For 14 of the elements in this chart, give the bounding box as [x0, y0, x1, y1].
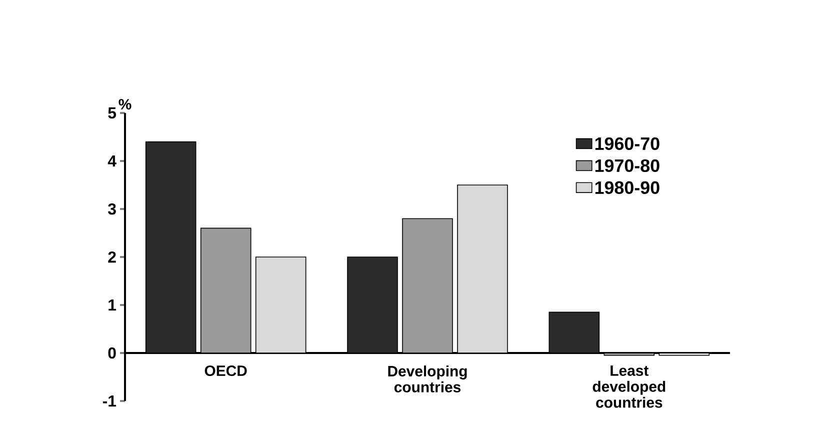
legend-label: 1960-70: [595, 137, 660, 150]
y-tick-label: 2: [108, 251, 116, 263]
x-tick-label: OECD: [204, 365, 247, 376]
legend-label: 1980-90: [595, 181, 660, 194]
legend-label: 1970-80: [595, 159, 660, 172]
x-tick-label: Developing countries: [388, 365, 467, 392]
y-tick-label: 0: [108, 347, 116, 359]
y-tick-label: 3: [108, 203, 116, 215]
y-tick-label: 1: [108, 300, 116, 310]
y-axis-title: %: [118, 98, 132, 110]
y-tick-label: 4: [108, 156, 116, 166]
x-tick-label: Least developed countries: [592, 365, 666, 408]
y-tick-label: -1: [102, 396, 116, 406]
y-tick-label: 5: [108, 107, 116, 119]
